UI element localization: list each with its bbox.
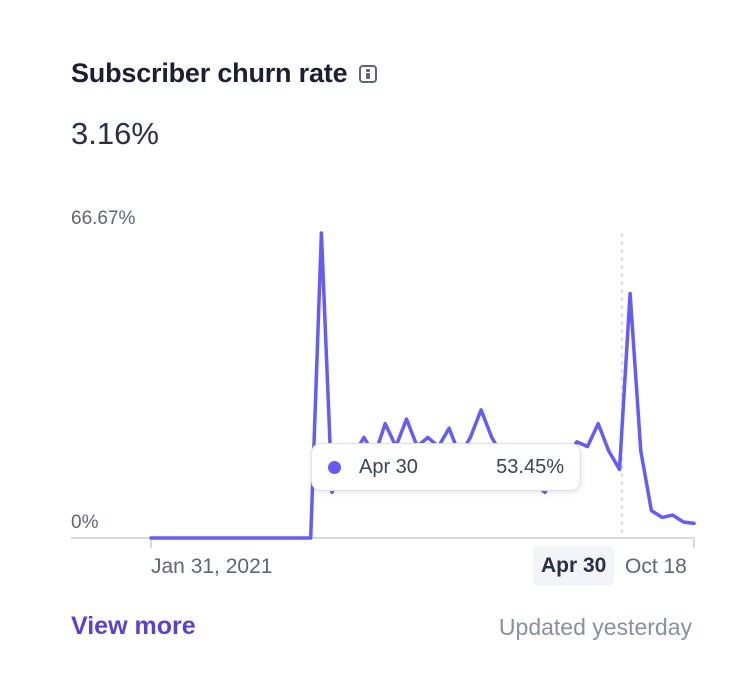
- data-point-4: [192, 536, 196, 540]
- data-point-42: [596, 422, 600, 426]
- tooltip: Apr 30 53.45%: [311, 443, 581, 491]
- data-point-20: [362, 435, 366, 439]
- data-point-32: [490, 435, 494, 439]
- data-point-40: [575, 440, 579, 444]
- data-point-16: [319, 231, 323, 235]
- view-more-link[interactable]: View more: [71, 612, 196, 640]
- data-point-41: [586, 445, 589, 448]
- updated-status: Updated yesterday: [498, 614, 692, 640]
- data-point-48: [660, 515, 664, 519]
- data-point-22: [383, 422, 387, 426]
- data-point-14: [298, 536, 302, 540]
- data-point-8: [234, 536, 238, 540]
- series-dot-icon: [328, 460, 341, 474]
- data-point-0: [149, 536, 153, 540]
- info-icon[interactable]: [359, 64, 378, 83]
- data-point-45: [628, 292, 632, 295]
- tooltip-date: Apr 30: [359, 455, 418, 478]
- data-point-51: [692, 521, 696, 525]
- hover-date-badge: Apr 30: [533, 546, 615, 586]
- data-point-17: [330, 490, 334, 494]
- data-point-26: [426, 435, 430, 439]
- data-point-10: [256, 536, 259, 540]
- data-point-5: [202, 536, 206, 540]
- data-point-9: [245, 536, 249, 540]
- data-point-50: [681, 520, 685, 524]
- data-point-11: [266, 536, 270, 540]
- data-point-47: [649, 509, 653, 513]
- series-line[interactable]: [149, 231, 696, 540]
- data-point-15: [309, 536, 313, 540]
- data-point-3: [181, 536, 185, 540]
- chart-title: Subscriber churn rate: [71, 58, 348, 88]
- data-point-28: [447, 426, 451, 430]
- data-point-24: [405, 417, 408, 421]
- y-axis-max-label: 66.67%: [71, 208, 136, 229]
- x-axis-start-label: Jan 31, 2021: [151, 555, 273, 578]
- data-point-6: [213, 536, 217, 540]
- data-point-1: [160, 536, 164, 540]
- data-point-37: [543, 490, 547, 494]
- y-axis-min-label: 0%: [71, 512, 99, 533]
- data-point-13: [287, 536, 291, 540]
- data-point-2: [170, 536, 174, 540]
- data-point-46: [639, 449, 643, 453]
- data-point-7: [224, 536, 227, 540]
- x-axis-end-label: Oct 18: [625, 555, 687, 578]
- data-point-12: [277, 536, 281, 540]
- data-point-30: [468, 435, 472, 439]
- tooltip-value: 53.45%: [496, 455, 564, 478]
- title-row: Subscriber churn rate: [71, 58, 378, 89]
- series-points: [149, 231, 696, 540]
- data-point-49: [671, 513, 675, 517]
- data-point-43: [607, 449, 611, 453]
- data-point-31: [479, 408, 483, 412]
- current-value: 3.16%: [71, 116, 159, 151]
- data-point-44: [618, 467, 621, 471]
